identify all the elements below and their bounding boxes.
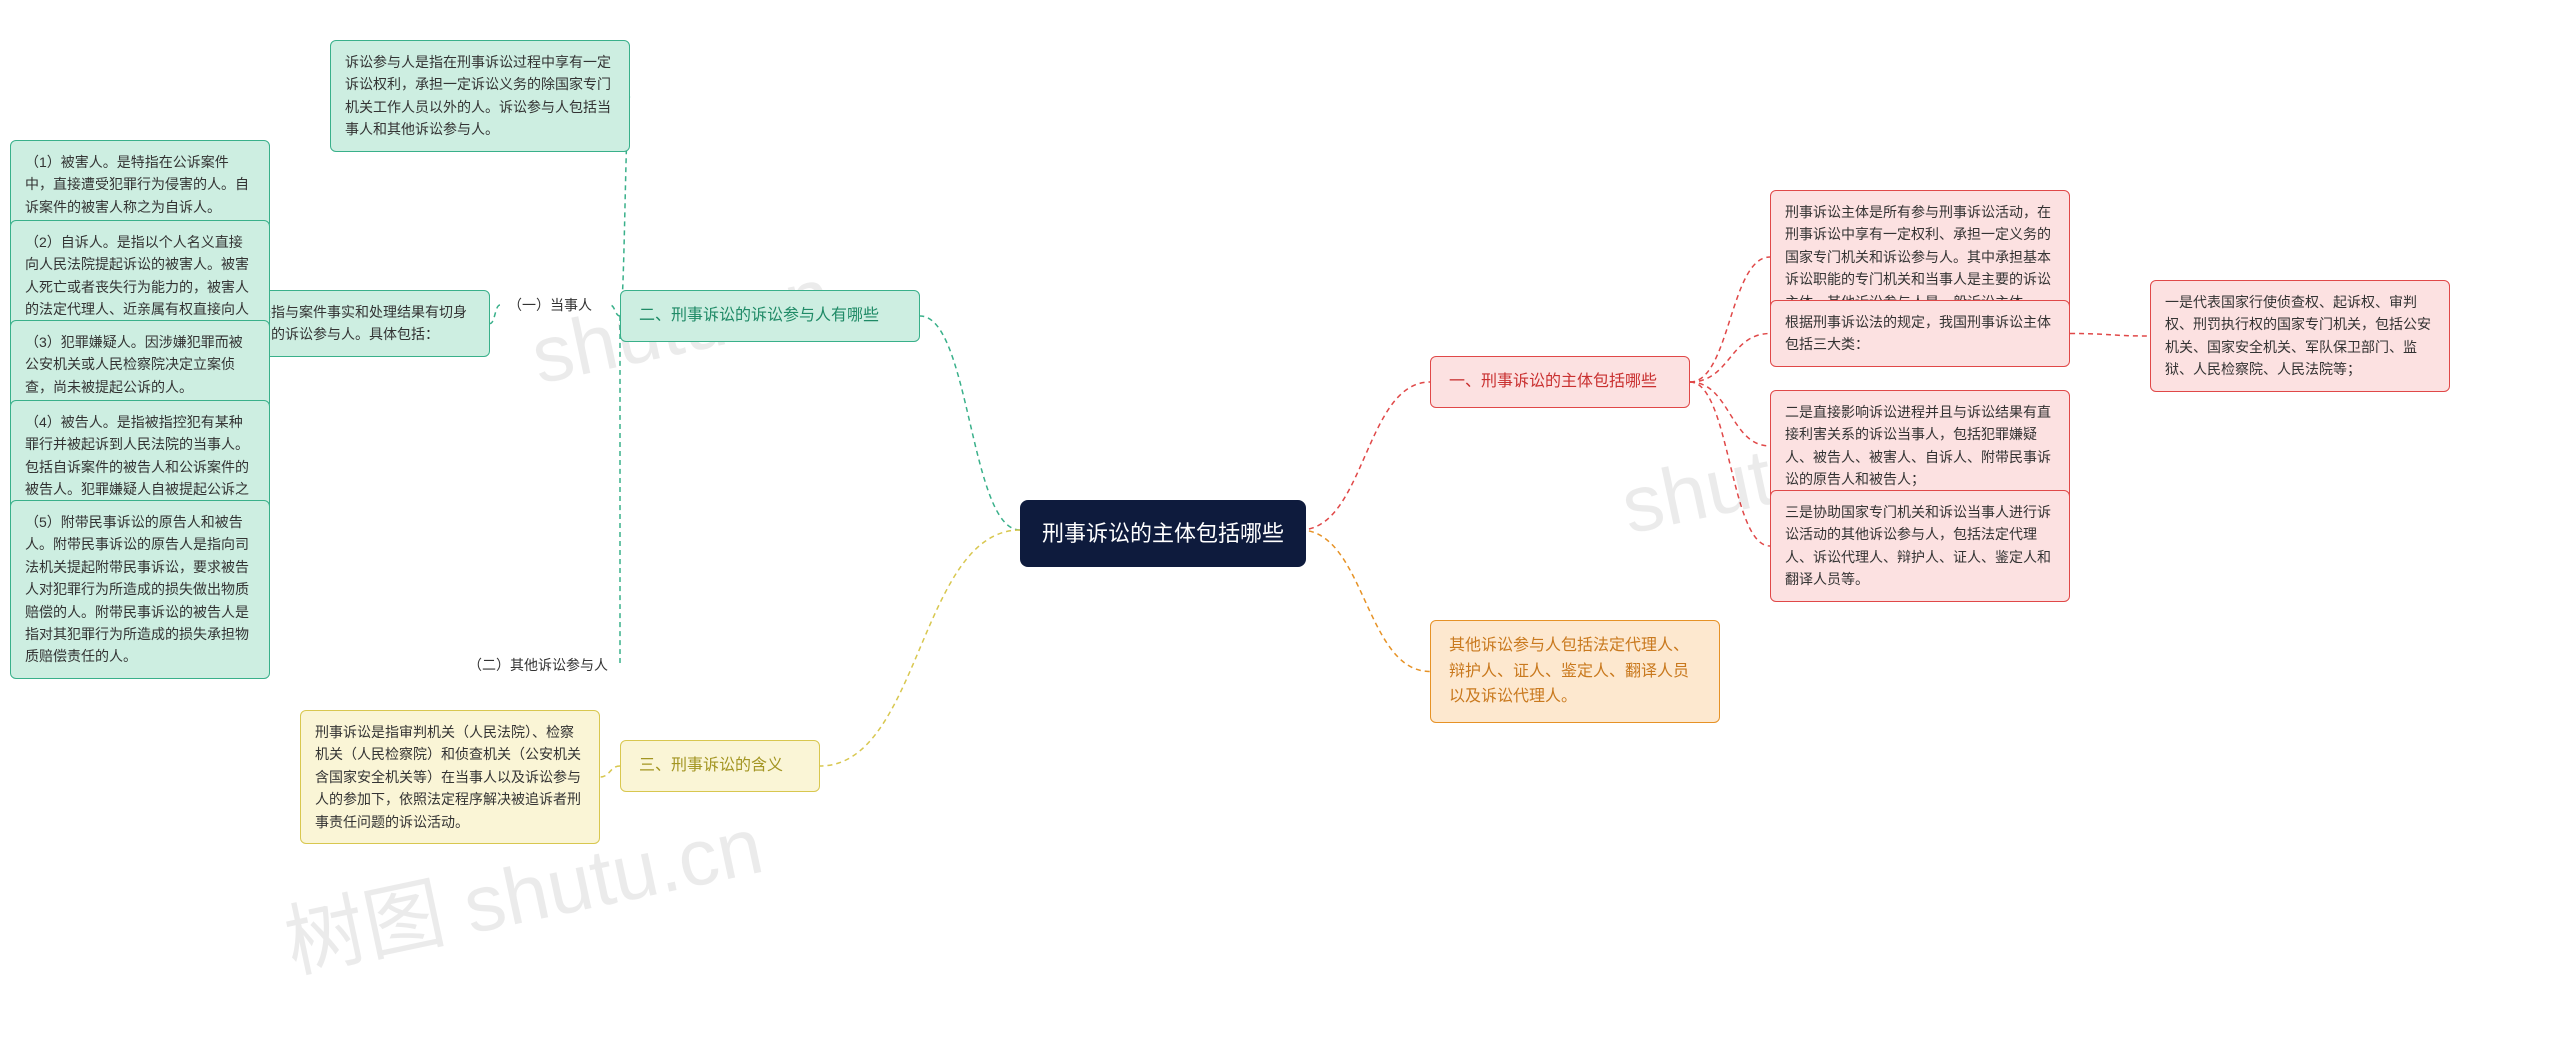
root-node: 刑事诉讼的主体包括哪些	[1020, 500, 1306, 567]
mindmap-node: （5）附带民事诉讼的原告人和被告人。附带民事诉讼的原告人是指向司法机关提起附带民…	[10, 500, 270, 679]
mindmap-node: （二）其他诉讼参与人	[460, 650, 620, 680]
mindmap-node: 根据刑事诉讼法的规定，我国刑事诉讼主体包括三大类：	[1770, 300, 2070, 367]
mindmap-node: 一是代表国家行使侦查权、起诉权、审判权、刑罚执行权的国家专门机关，包括公安机关、…	[2150, 280, 2450, 392]
branch-node: 其他诉讼参与人包括法定代理人、辩护人、证人、鉴定人、翻译人员以及诉讼代理人。	[1430, 620, 1720, 723]
branch-node: 一、刑事诉讼的主体包括哪些	[1430, 356, 1690, 408]
mindmap-node: 二是直接影响诉讼进程并且与诉讼结果有直接利害关系的诉讼当事人，包括犯罪嫌疑人、被…	[1770, 390, 2070, 502]
mindmap-node: 刑事诉讼是指审判机关（人民法院）、检察机关（人民检察院）和侦查机关（公安机关含国…	[300, 710, 600, 844]
branch-node: 三、刑事诉讼的含义	[620, 740, 820, 792]
mindmap-node: （一）当事人	[500, 290, 610, 320]
mindmap-node: 三是协助国家专门机关和诉讼当事人进行诉讼活动的其他诉讼参与人，包括法定代理人、诉…	[1770, 490, 2070, 602]
mindmap-node: （3）犯罪嫌疑人。因涉嫌犯罪而被公安机关或人民检察院决定立案侦查，尚未被提起公诉…	[10, 320, 270, 409]
branch-node: 二、刑事诉讼的诉讼参与人有哪些	[620, 290, 920, 342]
mindmap-node: （1）被害人。是特指在公诉案件中，直接遭受犯罪行为侵害的人。自诉案件的被害人称之…	[10, 140, 270, 229]
mindmap-node: 诉讼参与人是指在刑事诉讼过程中享有一定诉讼权利，承担一定诉讼义务的除国家专门机关…	[330, 40, 630, 152]
